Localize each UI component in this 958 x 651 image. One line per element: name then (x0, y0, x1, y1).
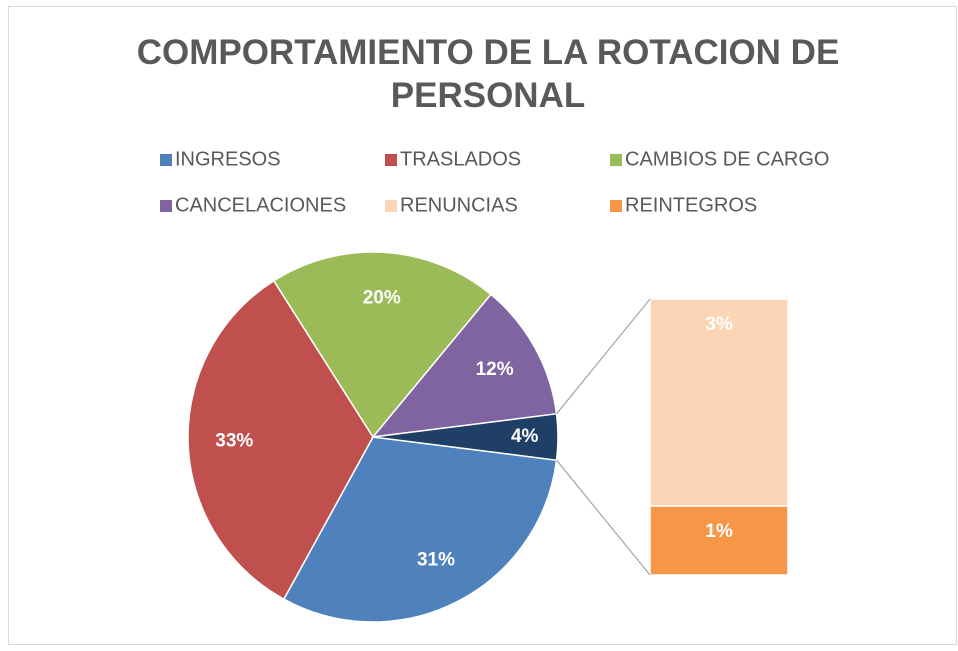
data-label: 1% (705, 521, 733, 542)
bar-segment (649, 298, 789, 507)
pie-slice (371, 293, 558, 438)
pie-slice (187, 279, 374, 601)
data-label: 3% (705, 314, 733, 335)
legend-swatch (160, 154, 172, 166)
legend-label: INGRESOS (175, 148, 281, 170)
legend-swatch (160, 200, 172, 212)
connector-line (556, 459, 651, 576)
legend-swatch (610, 200, 622, 212)
legend-swatch (385, 154, 397, 166)
data-label: 4% (511, 426, 539, 447)
legend-swatch (610, 154, 622, 166)
pie-slice (282, 436, 558, 623)
legend-label: REINTEGROS (625, 194, 757, 216)
connector-line (556, 298, 651, 415)
bar-segment (649, 505, 789, 576)
pie-slice (272, 251, 492, 439)
legend-label: CANCELACIONES (175, 194, 346, 216)
legend-label: CAMBIOS DE CARGO (625, 148, 829, 170)
pie-slice (372, 412, 559, 462)
legend-label: TRASLADOS (400, 148, 521, 170)
data-label: 20% (363, 288, 401, 309)
data-label: 33% (215, 430, 253, 451)
chart-title: COMPORTAMIENTO DE LA ROTACION DE PERSONAL (137, 33, 840, 115)
data-label: 12% (476, 359, 514, 380)
legend-swatch (385, 200, 397, 212)
legend-label: RENUNCIAS (400, 194, 518, 216)
data-label: 31% (417, 550, 455, 571)
